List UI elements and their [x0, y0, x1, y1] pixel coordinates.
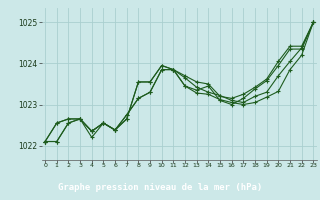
Text: Graphe pression niveau de la mer (hPa): Graphe pression niveau de la mer (hPa)	[58, 183, 262, 192]
